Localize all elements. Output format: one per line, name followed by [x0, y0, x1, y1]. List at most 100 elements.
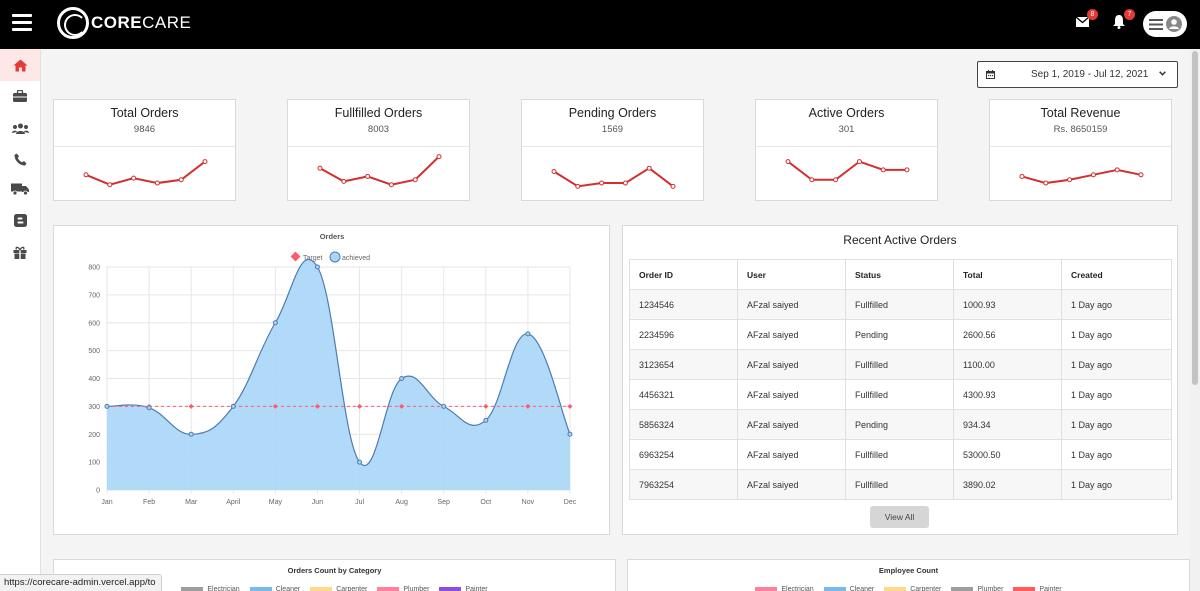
- orders-chart-panel: Orders 0 100 200 300 400 500 600 700 800 Jan Feb Mar…: [53, 225, 610, 535]
- calendar-icon: [986, 70, 995, 79]
- cell-total: 1000.93: [953, 289, 1062, 320]
- legend-item[interactable]: Cleaner: [823, 586, 874, 591]
- sparkline-point: [599, 180, 605, 186]
- top-navbar: CORECARE 8 7: [0, 0, 1200, 49]
- achieved-point: [272, 320, 278, 326]
- x-tick-label: Jan: [101, 499, 112, 506]
- table-row: 6963254 AFzal saiyed Fullfilled 53000.50…: [629, 439, 1172, 470]
- hamburger-menu-icon[interactable]: [12, 14, 32, 31]
- cell-order-id: 5856324: [629, 409, 738, 440]
- stat-value: 301: [838, 124, 855, 135]
- sidebar-item-home[interactable]: [0, 49, 40, 81]
- stat-card-fullfilled-orders: Fullfilled Orders 8003: [287, 99, 470, 201]
- y-tick-label: 600: [88, 320, 100, 327]
- x-tick-label: Jul: [355, 499, 364, 506]
- stat-title: Fullfilled Orders: [334, 106, 423, 120]
- legend-achieved-label: achieved: [342, 255, 370, 262]
- x-tick-label: May: [269, 499, 283, 506]
- employee-chart-legend: Electrician Cleaner Carpenter Plumber Painte…: [628, 586, 1189, 591]
- column-header-order-id: Order ID: [629, 259, 738, 290]
- sparkline-point: [551, 169, 557, 174]
- sidebar-item-contact[interactable]: [0, 143, 40, 175]
- achieved-point: [483, 417, 489, 423]
- cell-created: 1 Day ago: [1061, 289, 1172, 320]
- legend-label: Plumber: [977, 586, 1004, 591]
- sparkline-point: [646, 165, 652, 171]
- achieved-point: [104, 403, 110, 409]
- legend-item[interactable]: Carpenter: [884, 586, 941, 591]
- cell-order-id: 2234596: [629, 319, 738, 350]
- legend-item[interactable]: Electrician: [181, 586, 240, 591]
- stat-card-total-orders: Total Orders 9846: [53, 99, 236, 201]
- sparkline: [551, 165, 676, 189]
- sparkline-point: [436, 154, 442, 160]
- sparkline-line: [553, 166, 674, 188]
- x-tick-label: Aug: [395, 499, 408, 506]
- sparkline-line: [85, 160, 206, 186]
- x-tick-label: Jun: [312, 499, 323, 506]
- cell-user: AFzal saiyed: [737, 469, 846, 500]
- stat-title: Active Orders: [808, 106, 885, 120]
- brand-logo[interactable]: CORECARE: [57, 7, 191, 39]
- legend-achieved-marker: [329, 251, 341, 263]
- category-chart-title: Orders Count by Category: [287, 566, 382, 575]
- sparkline-point: [341, 178, 347, 184]
- sidebar-item-blog[interactable]: [0, 204, 40, 236]
- bell-icon[interactable]: 7: [1112, 9, 1135, 30]
- legend-item[interactable]: Electrician: [755, 586, 814, 591]
- cell-order-id: 4456321: [629, 379, 738, 410]
- column-header-created: Created: [1061, 259, 1172, 290]
- legend-label: Cleaner: [275, 586, 301, 591]
- sparkline-point: [1019, 173, 1025, 179]
- legend-swatch: [951, 587, 974, 591]
- legend-item[interactable]: Plumber: [951, 586, 1003, 591]
- sidebar-item-delivery[interactable]: [0, 173, 40, 205]
- cell-total: 3890.02: [953, 469, 1062, 500]
- sparkline-point: [1090, 172, 1096, 178]
- sparkline-point: [154, 180, 160, 186]
- briefcase-icon: [13, 90, 27, 102]
- logo-mark-icon: [57, 7, 89, 39]
- sidebar-item-offers[interactable]: [0, 236, 40, 268]
- legend-item[interactable]: Painter: [1013, 586, 1062, 591]
- page-scrollbar[interactable]: [1190, 49, 1200, 591]
- cell-status: Fullfilled: [845, 379, 954, 410]
- achieved-point: [188, 431, 194, 437]
- cell-total: 2600.56: [953, 319, 1062, 350]
- legend-swatch: [310, 587, 333, 591]
- legend-item[interactable]: Plumber: [377, 586, 429, 591]
- cell-order-id: 1234546: [629, 289, 738, 320]
- view-all-button[interactable]: View All: [870, 506, 929, 528]
- y-tick-label: 400: [88, 376, 100, 383]
- sparkline-point: [131, 175, 137, 181]
- mail-icon[interactable]: 8: [1075, 9, 1098, 30]
- target-point: [272, 403, 278, 409]
- sparkline-point: [1114, 167, 1120, 173]
- sparkline: [83, 159, 208, 188]
- legend-item[interactable]: Carpenter: [310, 586, 367, 591]
- user-avatar-icon: [1165, 16, 1182, 32]
- sparkline-point: [1138, 172, 1144, 178]
- sidebar-item-services[interactable]: [0, 80, 40, 112]
- notification-badge: 7: [1124, 9, 1135, 20]
- employee-chart-panel: Employee Count Electrician Cleaner Carpent…: [627, 559, 1190, 591]
- legend-item[interactable]: Painter: [439, 586, 488, 591]
- date-range-text: Sep 1, 2019 - Jul 12, 2021: [1031, 69, 1149, 80]
- legend-label: Plumber: [403, 586, 430, 591]
- recent-orders-table: Order ID User Status Total Created 12345…: [629, 259, 1172, 500]
- table-row: 1234546 AFzal saiyed Fullfilled 1000.93 …: [629, 289, 1172, 320]
- achieved-point: [146, 405, 152, 411]
- sidebar-item-users[interactable]: [0, 112, 40, 144]
- x-tick-label: Sep: [437, 499, 450, 506]
- sparkline-line: [787, 160, 907, 181]
- sparkline-point: [107, 182, 113, 188]
- target-point: [188, 403, 194, 409]
- legend-item[interactable]: Cleaner: [249, 586, 301, 591]
- table-row: 7963254 AFzal saiyed Fullfilled 3890.02 …: [629, 469, 1172, 500]
- home-icon: [13, 59, 27, 71]
- scrollbar-thumb[interactable]: [1192, 51, 1198, 385]
- date-range-picker[interactable]: Sep 1, 2019 - Jul 12, 2021: [977, 61, 1178, 88]
- user-menu-button[interactable]: [1143, 11, 1187, 37]
- cell-order-id: 6963254: [629, 439, 738, 470]
- menu-lines-icon: [1148, 18, 1163, 30]
